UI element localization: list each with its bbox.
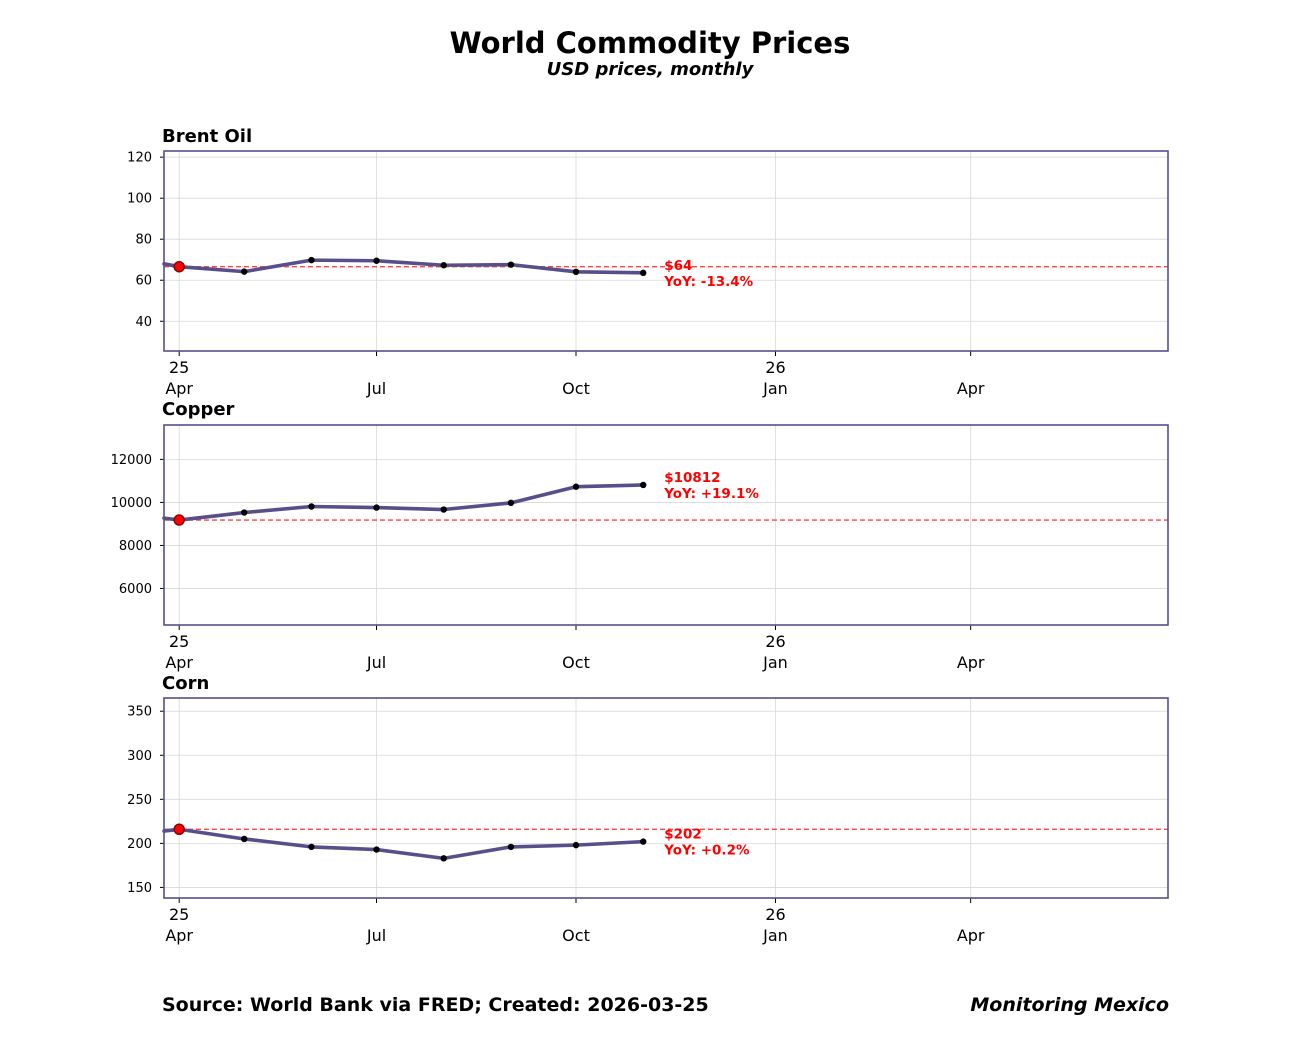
- x-tick-month-label: Jan: [762, 926, 788, 945]
- data-point: [507, 843, 515, 851]
- data-point: [572, 841, 580, 849]
- x-tick-month-label: Jul: [366, 379, 386, 398]
- latest-price-label: $64: [664, 258, 692, 274]
- x-tick-month-label: Oct: [562, 653, 590, 672]
- data-point: [507, 261, 515, 268]
- data-point: [241, 268, 248, 275]
- start-point-marker: [173, 823, 185, 836]
- y-tick-label: 150: [127, 881, 152, 896]
- panel-title: Copper: [162, 399, 235, 420]
- data-point: [241, 509, 248, 516]
- y-tick-label: 12000: [111, 453, 152, 468]
- panel-copper: Copper 6000 8000 10000 12000 25 Apr Jul Oct 26 Ja…: [111, 399, 1169, 672]
- x-tick-year-label: 26: [765, 905, 785, 924]
- chart-subtitle: USD prices, monthly: [547, 59, 755, 80]
- x-tick-month-label: Apr: [957, 926, 985, 945]
- data-point: [640, 269, 647, 277]
- x-tick-year-label: 26: [765, 358, 785, 377]
- data-point: [373, 504, 380, 511]
- data-point: [640, 481, 647, 489]
- data-point: [440, 506, 447, 513]
- x-tick-year-label: 25: [169, 358, 189, 377]
- start-point-marker: [173, 514, 185, 526]
- x-tick-year-label: 25: [169, 905, 189, 924]
- x-tick-year-label: 26: [765, 632, 785, 651]
- y-tick-label: 80: [135, 233, 152, 248]
- y-tick-label: 60: [135, 274, 152, 289]
- panel-frame: [163, 424, 1169, 626]
- y-tick-label: 120: [127, 151, 152, 166]
- latest-price-label: $202: [664, 827, 702, 843]
- x-tick-month-label: Apr: [957, 653, 985, 672]
- data-point: [241, 835, 248, 843]
- data-point: [373, 846, 380, 853]
- data-point: [308, 256, 315, 264]
- latest-price-label: $10812: [664, 470, 720, 486]
- x-tick-month-label: Oct: [562, 379, 590, 398]
- data-point: [507, 499, 515, 507]
- y-tick-label: 6000: [119, 582, 152, 597]
- data-point: [440, 262, 447, 269]
- brand-label: Monitoring Mexico: [970, 994, 1169, 1016]
- x-tick-month-label: Jan: [762, 379, 788, 398]
- y-tick-label: 300: [127, 749, 152, 764]
- data-point: [373, 257, 380, 264]
- panel-title: Brent Oil: [162, 126, 252, 147]
- x-tick-month-label: Oct: [562, 926, 590, 945]
- source-footnote: Source: World Bank via FRED; Created: 20…: [162, 994, 709, 1016]
- x-tick-year-label: 25: [169, 632, 189, 651]
- y-tick-label: 8000: [119, 539, 152, 554]
- panel-frame: [163, 697, 1169, 899]
- data-point: [440, 855, 447, 862]
- start-point-marker: [173, 260, 185, 273]
- y-tick-label: 100: [127, 192, 152, 207]
- x-tick-month-label: Apr: [957, 379, 985, 398]
- y-tick-label: 10000: [111, 496, 152, 511]
- data-point: [640, 838, 647, 845]
- x-tick-month-label: Jul: [366, 926, 386, 945]
- yoy-change-label: YoY: +19.1%: [663, 486, 759, 502]
- y-tick-label: 200: [127, 837, 152, 852]
- yoy-change-label: YoY: -13.4%: [663, 274, 753, 290]
- data-point: [308, 503, 315, 510]
- price-series-line: [162, 827, 646, 861]
- price-series-line: [162, 258, 646, 275]
- y-tick-label: 350: [127, 705, 152, 720]
- y-tick-label: 40: [135, 315, 152, 330]
- x-tick-month-label: Apr: [165, 926, 193, 945]
- panel-title: Corn: [162, 673, 209, 694]
- panel-frame: [163, 150, 1169, 352]
- x-tick-month-label: Jan: [762, 653, 788, 672]
- x-tick-month-label: Apr: [165, 379, 193, 398]
- chart-title: World Commodity Prices: [450, 26, 851, 60]
- data-point: [572, 268, 580, 276]
- data-point: [308, 843, 315, 851]
- y-tick-label: 250: [127, 793, 152, 808]
- yoy-change-label: YoY: +0.2%: [663, 843, 750, 859]
- x-tick-month-label: Apr: [165, 653, 193, 672]
- panel-brent-oil: Brent Oil 40 60 80 100 120 25 Apr Jul Oct 26 Jan Ap…: [127, 126, 1169, 398]
- panel-corn: Corn 150 200 250 300 350 25 Apr Jul Oct 26 Jan Apr $…: [127, 673, 1169, 945]
- data-point: [572, 483, 580, 490]
- x-tick-month-label: Jul: [366, 653, 386, 672]
